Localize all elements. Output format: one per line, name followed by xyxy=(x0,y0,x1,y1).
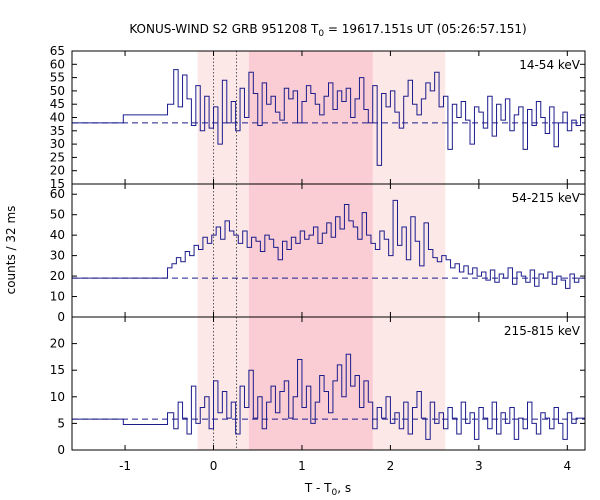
chart-title-subscript: 0 xyxy=(318,29,324,39)
x-tick-label: 4 xyxy=(563,459,571,473)
y-tick-label: 65 xyxy=(50,44,65,58)
y-tick-label: 0 xyxy=(57,443,65,457)
y-tick-label: 35 xyxy=(50,124,65,138)
y-tick-label: 60 xyxy=(50,187,65,201)
y-tick-label: 0 xyxy=(57,310,65,324)
y-tick-label: 40 xyxy=(50,228,65,242)
x-tick-label: -1 xyxy=(119,459,131,473)
y-tick-label: 20 xyxy=(50,269,65,283)
panel-frame xyxy=(71,316,586,451)
y-tick-label: 30 xyxy=(50,249,65,263)
x-axis-label-prefix: T - T xyxy=(304,481,332,495)
y-axis-label: counts / 32 ms xyxy=(4,206,18,295)
panel-3: 0 5 10 15 20 215-815 keV xyxy=(50,316,586,457)
light-curve-series xyxy=(72,69,585,166)
chart-title-suffix: = 19617.151s UT (05:26:57.151) xyxy=(324,22,527,36)
y-tick-label: 5 xyxy=(57,416,65,430)
y-tick-label: 10 xyxy=(50,290,65,304)
panel-2: 0 10 20 30 40 50 60 54-215 keV xyxy=(50,183,586,324)
chart-title: KONUS-WIND S2 GRB 951208 T0 = 19617.151s… xyxy=(129,22,526,39)
y-tick-label: 15 xyxy=(50,177,65,191)
x-tick-label: 2 xyxy=(387,459,395,473)
energy-band-label: 215-815 keV xyxy=(504,324,581,338)
y-tick-label: 50 xyxy=(50,84,65,98)
y-tick-label: 55 xyxy=(50,71,65,85)
y-tick-label: 25 xyxy=(50,150,65,164)
y-tick-label: 15 xyxy=(50,363,65,377)
x-tick-label: 1 xyxy=(298,459,306,473)
y-tick-label: 20 xyxy=(50,337,65,351)
chart-title-prefix: KONUS-WIND S2 GRB 951208 T xyxy=(129,22,319,36)
energy-band-label: 54-215 keV xyxy=(512,191,581,205)
y-tick-label: 20 xyxy=(50,164,65,178)
y-tick-label: 50 xyxy=(50,208,65,222)
light-curve-series xyxy=(72,199,585,289)
light-curve-series xyxy=(72,353,585,440)
y-tick-label: 30 xyxy=(50,137,65,151)
x-axis-label-suffix: , s xyxy=(337,481,351,495)
y-tick-label: 10 xyxy=(50,390,65,404)
x-tick-label: 0 xyxy=(210,459,218,473)
y-tick-label: 60 xyxy=(50,57,65,71)
y-tick-label: 45 xyxy=(50,97,65,111)
shaded-interval-2 xyxy=(248,317,373,450)
x-tick-label: 3 xyxy=(475,459,483,473)
energy-band-label: 14-54 keV xyxy=(519,58,581,72)
x-axis-label: T - T0, s xyxy=(304,481,351,498)
x-axis-label-subscript: 0 xyxy=(332,488,338,498)
y-tick-label: 40 xyxy=(50,111,65,125)
shaded-interval-2 xyxy=(248,184,373,317)
